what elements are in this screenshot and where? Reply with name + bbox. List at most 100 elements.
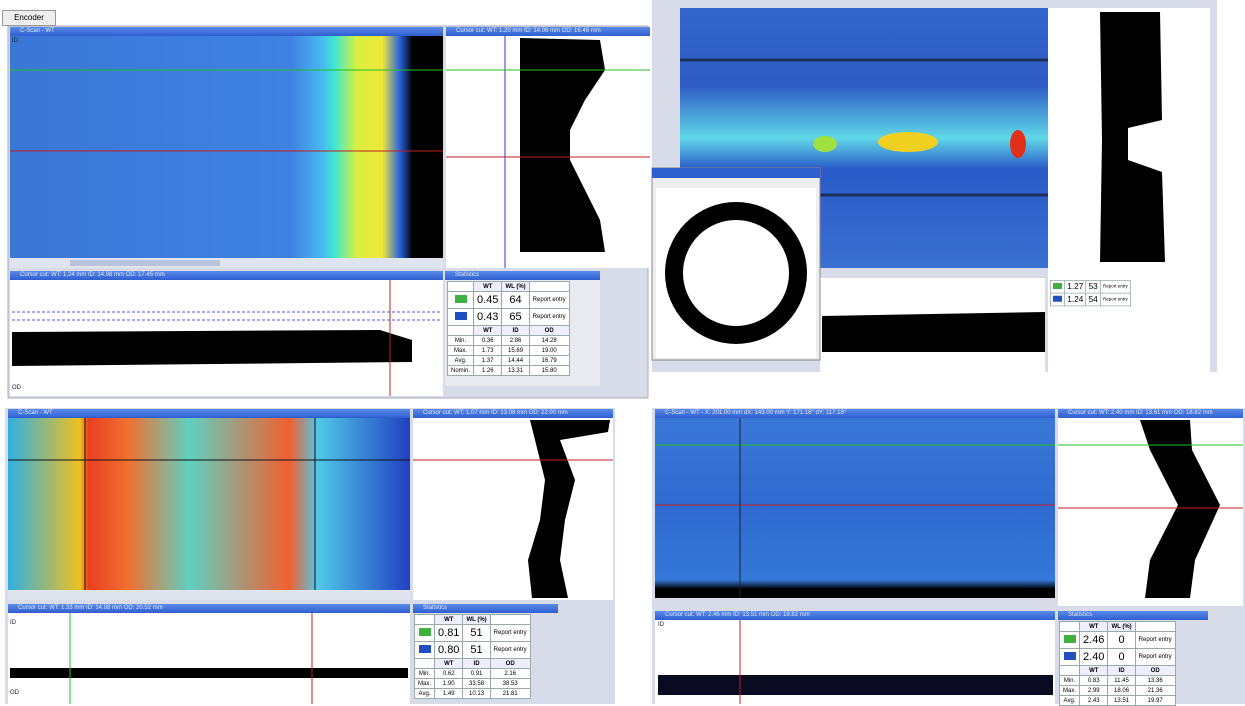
cursor-icon [419, 645, 431, 653]
stats-title: Statistics [445, 271, 600, 280]
summary-cell: 13.36 [1135, 676, 1175, 686]
report-entry[interactable]: Report entry [529, 309, 569, 326]
report-entry[interactable]: Report entry [1135, 632, 1175, 649]
cursor-icon-cell [1060, 632, 1080, 649]
cursor-icon [1053, 296, 1062, 302]
report-entry[interactable]: Report entry [1100, 280, 1130, 293]
summary-cell: 10.13 [463, 689, 490, 699]
cell [1135, 622, 1175, 632]
cursor-value: 53 [1086, 280, 1100, 293]
header-cell: WT [474, 282, 502, 292]
profile-title: Cursor cut: WT: 1.07 mm ID: 13.08 mm OD:… [413, 409, 613, 418]
cursor-icon-cell [415, 625, 435, 642]
summary-cell: 2.99 [1080, 686, 1108, 696]
summary-cell: Max. [1060, 686, 1080, 696]
stats-title: Statistics [1058, 611, 1208, 620]
cursor-icon-cell [448, 309, 474, 326]
summary-cell: 0.91 [463, 669, 490, 679]
report-entry[interactable]: Report entry [490, 625, 530, 642]
cut-title: Cursor cut: WT: 1.24 mm ID: 14.98 mm OD:… [10, 271, 443, 280]
summary-cell: 14.28 [529, 336, 569, 346]
cursor-value: 1.27 [1065, 280, 1086, 293]
summary-cell: Avg. [1060, 696, 1080, 706]
cursor-value: 0 [1108, 632, 1135, 649]
tab[interactable]: Encoder [2, 10, 56, 26]
cursor-value: 0.81 [435, 625, 463, 642]
cursor-value: 2.40 [1080, 649, 1108, 666]
summary-cell: Nomin. [448, 366, 474, 376]
axis-label: OD [10, 690, 19, 696]
summary-cell: 18.06 [1108, 686, 1135, 696]
header-cell: WT [1080, 666, 1108, 676]
axis-label: ID [10, 620, 16, 626]
header-cell: WL (%) [502, 282, 529, 292]
axis-label: ID [658, 622, 664, 628]
cursor-icon-cell [448, 292, 474, 309]
axis-label: ID [12, 38, 18, 44]
summary-cell: 13.51 [1108, 696, 1135, 706]
cursor-icon [455, 312, 467, 320]
summary-cell: 21.36 [1135, 686, 1175, 696]
header-cell: WT [474, 326, 502, 336]
summary-cell: 0.36 [474, 336, 502, 346]
page: Encoder (() => { const data = JSON.parse… [0, 0, 1245, 704]
report-entry[interactable]: Report entry [529, 292, 569, 309]
cursor-icon-cell [1050, 280, 1064, 293]
cursor-value: 51 [463, 642, 490, 659]
cursor-icon [455, 295, 467, 303]
summary-cell: 0.62 [435, 669, 463, 679]
summary-cell: Min. [1060, 676, 1080, 686]
cursor-value: 65 [502, 309, 529, 326]
cursor-value: 2.46 [1080, 632, 1108, 649]
screens [0, 0, 1245, 704]
header-cell: WT [435, 659, 463, 669]
cell [448, 282, 474, 292]
summary-cell: 14.44 [502, 356, 529, 366]
cursor-value: 0 [1108, 649, 1135, 666]
cursor-value: 0.80 [435, 642, 463, 659]
header-cell: WL (%) [463, 615, 490, 625]
cursor-icon [419, 628, 431, 636]
cell [415, 659, 435, 669]
cell [490, 615, 530, 625]
report-entry[interactable]: Report entry [1100, 293, 1130, 306]
summary-cell: 1.90 [435, 679, 463, 689]
report-entry[interactable]: Report entry [1135, 649, 1175, 666]
summary-cell: Min. [448, 336, 474, 346]
cell [448, 326, 474, 336]
cursor-value: 64 [502, 292, 529, 309]
cell [1060, 622, 1080, 632]
summary-cell: 13.31 [502, 366, 529, 376]
cut-title: Cursor cut: WT: 2.46 mm ID: 13.51 mm OD:… [655, 611, 1055, 620]
report-entry[interactable]: Report entry [490, 642, 530, 659]
cut-title: Cursor cut: WT: 1.33 mm ID: 14.08 mm OD:… [8, 604, 410, 613]
cell [529, 282, 569, 292]
summary-cell: 15.80 [529, 366, 569, 376]
axis-label: OD [12, 385, 21, 391]
summary-cell: Avg. [415, 689, 435, 699]
header-cell: WT [435, 615, 463, 625]
summary-cell: Min. [415, 669, 435, 679]
cursor-icon-cell [415, 642, 435, 659]
cscan-title: C-Scan - WT [8, 409, 410, 418]
summary-cell: 38.53 [490, 679, 530, 689]
summary-cell: 1.49 [435, 689, 463, 699]
cursor-value: 54 [1086, 293, 1100, 306]
